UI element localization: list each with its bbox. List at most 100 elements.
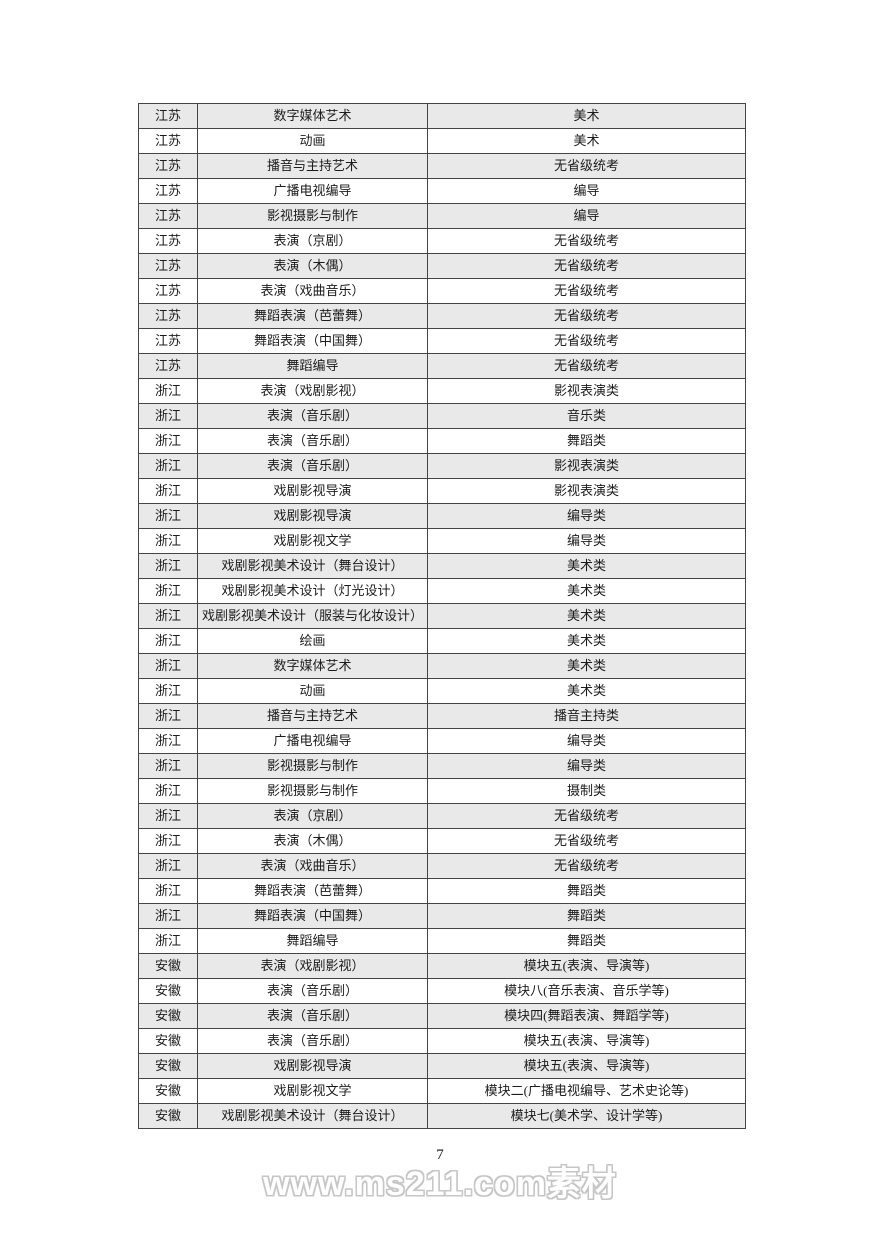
cell-major: 表演（音乐剧） bbox=[197, 403, 428, 429]
cell-category: 美术 bbox=[427, 103, 746, 129]
cell-major: 广播电视编导 bbox=[197, 178, 428, 204]
table-row: 安徽 戏剧影视文学 模块二(广播电视编导、艺术史论等) bbox=[138, 1078, 746, 1104]
table-row: 浙江 戏剧影视美术设计（舞台设计） 美术类 bbox=[138, 553, 746, 579]
table-row: 江苏 舞蹈编导 无省级统考 bbox=[138, 353, 746, 379]
cell-province: 浙江 bbox=[138, 928, 198, 954]
table-row: 浙江 数字媒体艺术 美术类 bbox=[138, 653, 746, 679]
cell-major: 表演（戏曲音乐） bbox=[197, 853, 428, 879]
cell-major: 影视摄影与制作 bbox=[197, 753, 428, 779]
table-row: 浙江 绘画 美术类 bbox=[138, 628, 746, 654]
table-row: 浙江 影视摄影与制作 编导类 bbox=[138, 753, 746, 779]
cell-province: 安徽 bbox=[138, 978, 198, 1004]
table-row: 江苏 舞蹈表演（芭蕾舞） 无省级统考 bbox=[138, 303, 746, 329]
table-row: 浙江 表演（戏剧影视） 影视表演类 bbox=[138, 378, 746, 404]
cell-category: 无省级统考 bbox=[427, 328, 746, 354]
cell-major: 戏剧影视导演 bbox=[197, 478, 428, 504]
table-row: 浙江 舞蹈表演（中国舞） 舞蹈类 bbox=[138, 903, 746, 929]
cell-major: 表演（木偶） bbox=[197, 253, 428, 279]
cell-province: 浙江 bbox=[138, 453, 198, 479]
cell-province: 江苏 bbox=[138, 128, 198, 154]
table-row: 江苏 动画 美术 bbox=[138, 128, 746, 154]
cell-province: 安徽 bbox=[138, 1103, 198, 1129]
cell-category: 无省级统考 bbox=[427, 303, 746, 329]
cell-province: 浙江 bbox=[138, 403, 198, 429]
cell-category: 美术 bbox=[427, 128, 746, 154]
cell-category: 美术类 bbox=[427, 578, 746, 604]
table-row: 浙江 表演（音乐剧） 音乐类 bbox=[138, 403, 746, 429]
cell-category: 无省级统考 bbox=[427, 853, 746, 879]
cell-province: 浙江 bbox=[138, 903, 198, 929]
cell-province: 浙江 bbox=[138, 603, 198, 629]
cell-major: 动画 bbox=[197, 128, 428, 154]
cell-category: 影视表演类 bbox=[427, 378, 746, 404]
cell-category: 无省级统考 bbox=[427, 278, 746, 304]
cell-major: 舞蹈表演（中国舞） bbox=[197, 328, 428, 354]
cell-major: 表演（戏剧影视） bbox=[197, 953, 428, 979]
table-row: 江苏 广播电视编导 编导 bbox=[138, 178, 746, 204]
cell-major: 戏剧影视文学 bbox=[197, 1078, 428, 1104]
cell-major: 戏剧影视导演 bbox=[197, 1053, 428, 1079]
cell-major: 表演（音乐剧） bbox=[197, 428, 428, 454]
cell-category: 美术类 bbox=[427, 678, 746, 704]
cell-province: 江苏 bbox=[138, 153, 198, 179]
cell-major: 影视摄影与制作 bbox=[197, 203, 428, 229]
cell-province: 浙江 bbox=[138, 878, 198, 904]
majors-table: 江苏 数字媒体艺术 美术 江苏 动画 美术 江苏 播音与主持艺术 无省级统考 江苏 广播电视编导 编导… bbox=[138, 103, 746, 1129]
cell-major: 影视摄影与制作 bbox=[197, 778, 428, 804]
cell-province: 江苏 bbox=[138, 303, 198, 329]
cell-province: 安徽 bbox=[138, 1078, 198, 1104]
cell-category: 无省级统考 bbox=[427, 828, 746, 854]
cell-category: 模块五(表演、导演等) bbox=[427, 1028, 746, 1054]
watermark: www.ms211.com素材 bbox=[263, 1165, 617, 1203]
cell-category: 播音主持类 bbox=[427, 703, 746, 729]
cell-category: 模块五(表演、导演等) bbox=[427, 1053, 746, 1079]
cell-province: 浙江 bbox=[138, 803, 198, 829]
cell-category: 舞蹈类 bbox=[427, 428, 746, 454]
cell-province: 浙江 bbox=[138, 428, 198, 454]
cell-major: 表演（京剧） bbox=[197, 228, 428, 254]
table-row: 安徽 表演（音乐剧） 模块五(表演、导演等) bbox=[138, 1028, 746, 1054]
cell-major: 舞蹈编导 bbox=[197, 353, 428, 379]
table-row: 安徽 表演（戏剧影视） 模块五(表演、导演等) bbox=[138, 953, 746, 979]
cell-province: 浙江 bbox=[138, 378, 198, 404]
cell-province: 江苏 bbox=[138, 253, 198, 279]
cell-major: 动画 bbox=[197, 678, 428, 704]
cell-province: 浙江 bbox=[138, 653, 198, 679]
cell-major: 数字媒体艺术 bbox=[197, 103, 428, 129]
cell-province: 浙江 bbox=[138, 678, 198, 704]
cell-province: 浙江 bbox=[138, 578, 198, 604]
cell-category: 编导类 bbox=[427, 503, 746, 529]
cell-major: 表演（音乐剧） bbox=[197, 978, 428, 1004]
table-row: 浙江 舞蹈表演（芭蕾舞） 舞蹈类 bbox=[138, 878, 746, 904]
table-row: 江苏 表演（京剧） 无省级统考 bbox=[138, 228, 746, 254]
table-row: 浙江 播音与主持艺术 播音主持类 bbox=[138, 703, 746, 729]
cell-major: 舞蹈表演（芭蕾舞） bbox=[197, 303, 428, 329]
cell-major: 表演（京剧） bbox=[197, 803, 428, 829]
cell-category: 美术类 bbox=[427, 603, 746, 629]
cell-category: 模块八(音乐表演、音乐学等) bbox=[427, 978, 746, 1004]
cell-province: 浙江 bbox=[138, 528, 198, 554]
cell-province: 安徽 bbox=[138, 1028, 198, 1054]
cell-category: 模块二(广播电视编导、艺术史论等) bbox=[427, 1078, 746, 1104]
cell-province: 浙江 bbox=[138, 703, 198, 729]
cell-category: 编导类 bbox=[427, 728, 746, 754]
table-row: 浙江 表演（木偶） 无省级统考 bbox=[138, 828, 746, 854]
cell-category: 编导类 bbox=[427, 753, 746, 779]
cell-major: 舞蹈编导 bbox=[197, 928, 428, 954]
cell-province: 浙江 bbox=[138, 853, 198, 879]
cell-major: 表演（戏剧影视） bbox=[197, 378, 428, 404]
table-row: 浙江 影视摄影与制作 摄制类 bbox=[138, 778, 746, 804]
table-row: 江苏 舞蹈表演（中国舞） 无省级统考 bbox=[138, 328, 746, 354]
cell-province: 浙江 bbox=[138, 628, 198, 654]
cell-major: 播音与主持艺术 bbox=[197, 153, 428, 179]
cell-category: 美术类 bbox=[427, 628, 746, 654]
cell-province: 浙江 bbox=[138, 828, 198, 854]
cell-major: 戏剧影视美术设计（舞台设计） bbox=[197, 553, 428, 579]
cell-category: 美术类 bbox=[427, 653, 746, 679]
table-row: 安徽 表演（音乐剧） 模块四(舞蹈表演、舞蹈学等) bbox=[138, 1003, 746, 1029]
cell-major: 舞蹈表演（芭蕾舞） bbox=[197, 878, 428, 904]
cell-category: 编导类 bbox=[427, 528, 746, 554]
cell-province: 江苏 bbox=[138, 178, 198, 204]
cell-major: 戏剧影视美术设计（服装与化妆设计） bbox=[197, 603, 428, 629]
